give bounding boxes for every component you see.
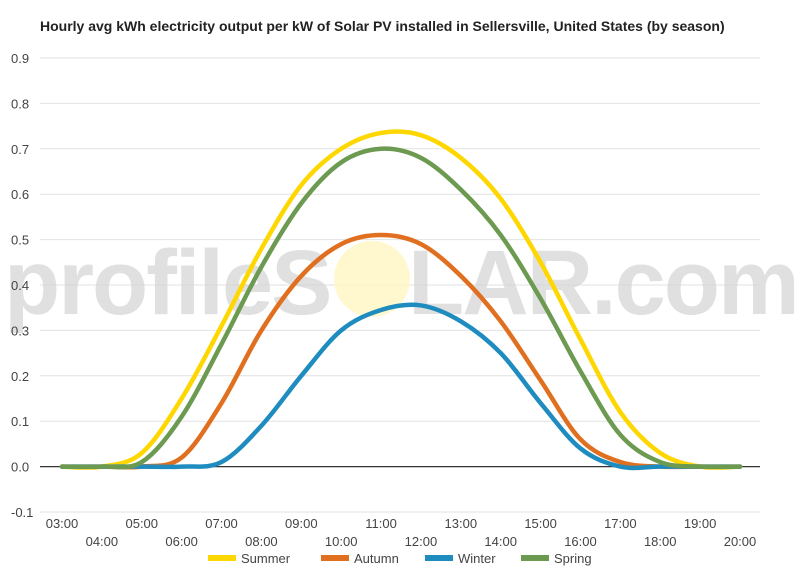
x-tick-label: 13:00 — [445, 516, 478, 531]
series-line-autumn — [59, 232, 743, 470]
x-tick-label: 20:00 — [724, 534, 757, 549]
legend-label: Spring — [554, 551, 592, 566]
legend-swatch — [321, 555, 349, 561]
x-tick-label: 19:00 — [684, 516, 717, 531]
x-tick-label: 04:00 — [86, 534, 119, 549]
legend-label: Summer — [241, 551, 291, 566]
watermark-text-right: LAR.com — [408, 232, 798, 334]
legend: Summer Autumn Winter Spring — [208, 551, 592, 566]
series-layer — [59, 129, 743, 471]
y-tick-label: 0.8 — [11, 96, 29, 111]
watermark-text-left: profileS — [4, 232, 330, 334]
y-tick-label: 0.6 — [11, 187, 29, 202]
y-tick-label: 0.2 — [11, 369, 29, 384]
y-tick-label: 0.5 — [11, 233, 29, 248]
y-tick-label: -0.1 — [11, 505, 33, 520]
legend-swatch — [425, 555, 453, 561]
legend-swatch — [208, 555, 236, 561]
x-tick-label: 15:00 — [524, 516, 557, 531]
watermark-sun — [334, 241, 410, 317]
y-tick-label: 0.7 — [11, 142, 29, 157]
legend-label: Winter — [458, 551, 496, 566]
y-tick-label: 0.9 — [11, 51, 29, 66]
legend-label: Autumn — [354, 551, 399, 566]
x-axis-ticks: 03:00 04:00 05:00 06:00 07:00 08:00 09:00 10:00… — [46, 516, 757, 549]
series-line-summer — [59, 129, 743, 470]
y-tick-label: 0.1 — [11, 414, 29, 429]
x-tick-label: 07:00 — [205, 516, 238, 531]
x-tick-label: 18:00 — [644, 534, 677, 549]
series-line-winter — [59, 302, 743, 471]
x-tick-label: 14:00 — [484, 534, 517, 549]
y-axis-ticks: -0.1 0.0 0.1 0.2 0.3 0.4 0.5 0.6 0.7 0.8 0.9 — [11, 51, 33, 520]
x-tick-label: 08:00 — [245, 534, 278, 549]
series-line-spring — [59, 146, 743, 470]
legend-item-autumn: Autumn — [321, 551, 399, 566]
legend-item-winter: Winter — [425, 551, 496, 566]
x-tick-label: 17:00 — [604, 516, 637, 531]
x-tick-label: 16:00 — [564, 534, 597, 549]
chart-title: Hourly avg kWh electricity output per kW… — [40, 18, 725, 34]
x-tick-label: 12:00 — [405, 534, 438, 549]
x-tick-label: 10:00 — [325, 534, 358, 549]
x-tick-label: 09:00 — [285, 516, 318, 531]
y-tick-label: 0.0 — [11, 460, 29, 475]
legend-item-spring: Spring — [521, 551, 592, 566]
x-tick-label: 05:00 — [125, 516, 158, 531]
x-tick-label: 06:00 — [165, 534, 198, 549]
y-tick-label: 0.3 — [11, 323, 29, 338]
y-tick-label: 0.4 — [11, 278, 29, 293]
x-tick-label: 11:00 — [365, 516, 397, 531]
legend-swatch — [521, 555, 549, 561]
watermark: profileS LAR.com — [4, 232, 800, 334]
legend-item-summer: Summer — [208, 551, 291, 566]
x-tick-label: 03:00 — [46, 516, 79, 531]
